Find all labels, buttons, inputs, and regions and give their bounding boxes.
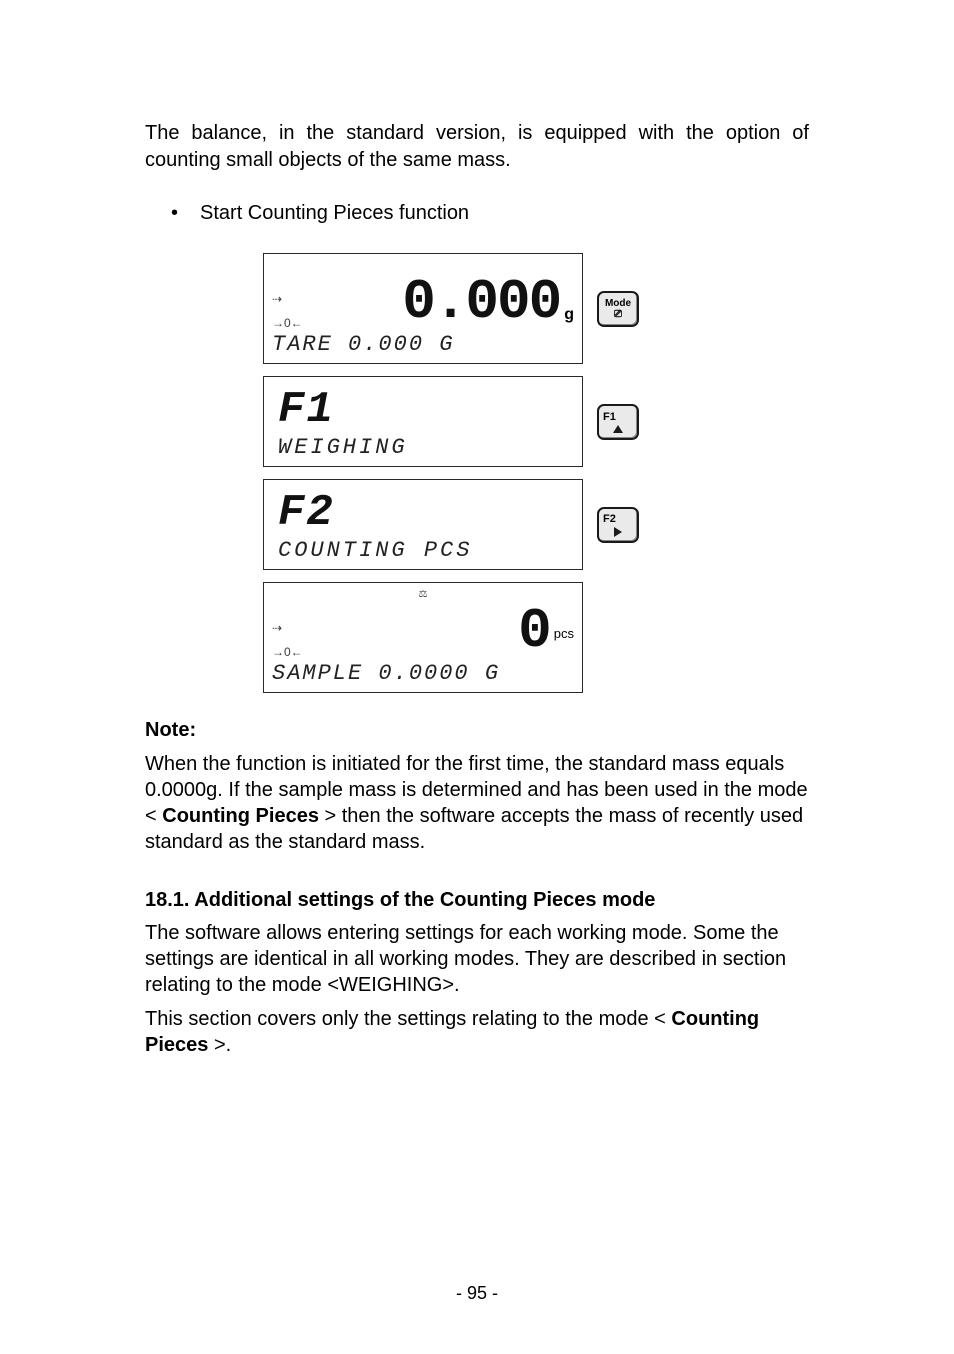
mode-key[interactable]: Mode ⎚ bbox=[597, 291, 639, 327]
page: The balance, in the standard version, is… bbox=[0, 0, 954, 1354]
sw-para-2: This section covers only the settings re… bbox=[145, 1006, 809, 1058]
lcd4-unit: pcs bbox=[554, 626, 574, 641]
sw-2a: This section covers only the settings re… bbox=[145, 1008, 666, 1030]
lcd4-value: 0 bbox=[518, 603, 550, 659]
lcd-panels: ⇢ →0← 0.000 g TARE 0.000 G Mode ⎚ F1 W bbox=[263, 253, 809, 693]
lcd3-mode: F2 bbox=[278, 488, 572, 538]
page-number: - 95 - bbox=[0, 1283, 954, 1304]
lcd1-unit: g bbox=[564, 306, 574, 324]
zero-icon: →0← bbox=[272, 316, 296, 330]
lcd2-label: WEIGHING bbox=[278, 435, 572, 460]
panel-row-2: F1 WEIGHING F1 bbox=[263, 376, 639, 467]
lcd1-left-icons: ⇢ →0← bbox=[272, 292, 296, 330]
intro-paragraph: The balance, in the standard version, is… bbox=[145, 120, 809, 174]
lcd1-value: 0.000 bbox=[402, 274, 560, 330]
note-head: Note: bbox=[145, 717, 809, 743]
sw-para-1: The software allows entering settings fo… bbox=[145, 920, 809, 998]
lcd3-label: COUNTING PCS bbox=[278, 538, 572, 563]
right-arrow-icon bbox=[614, 527, 622, 537]
lcd-3: F2 COUNTING PCS bbox=[263, 479, 583, 570]
bullet-dot: • bbox=[171, 200, 178, 227]
panel-row-1: ⇢ →0← 0.000 g TARE 0.000 G Mode ⎚ bbox=[263, 253, 639, 364]
stable-icon-2: ⇢ bbox=[272, 621, 296, 635]
note-head-bold: Note: bbox=[145, 719, 196, 741]
mode-key-label: Mode bbox=[605, 298, 631, 309]
lcd2-mode: F1 bbox=[278, 385, 572, 435]
stable-icon: ⇢ bbox=[272, 292, 296, 306]
panel-row-4: ⚖ ⇢ →0← 0 pcs SAMPLE 0.0000 G bbox=[263, 582, 583, 693]
bullet-text: Start Counting Pieces function bbox=[200, 200, 469, 227]
lcd-2: F1 WEIGHING bbox=[263, 376, 583, 467]
lcd1-label: TARE 0.000 G bbox=[272, 332, 574, 357]
f1-key-label: F1 bbox=[603, 411, 616, 423]
note-paragraph: When the function is initiated for the f… bbox=[145, 751, 809, 855]
mode-key-icon: ⎚ bbox=[614, 309, 622, 320]
section-heading: 18.1. Additional settings of the Countin… bbox=[145, 889, 809, 912]
lcd4-label: SAMPLE 0.0000 G bbox=[272, 661, 574, 686]
note-bold: Counting Pieces bbox=[162, 805, 319, 827]
f2-key-label: F2 bbox=[603, 513, 616, 525]
zero-icon-2: →0← bbox=[272, 645, 296, 659]
f2-key[interactable]: F2 bbox=[597, 507, 639, 543]
bullet-item: • Start Counting Pieces function bbox=[171, 200, 809, 227]
f1-key[interactable]: F1 bbox=[597, 404, 639, 440]
sw-2b: >. bbox=[214, 1034, 231, 1056]
lcd-4: ⚖ ⇢ →0← 0 pcs SAMPLE 0.0000 G bbox=[263, 582, 583, 693]
lcd-1: ⇢ →0← 0.000 g TARE 0.000 G bbox=[263, 253, 583, 364]
lcd4-left-icons: ⇢ →0← bbox=[272, 621, 296, 659]
up-arrow-icon bbox=[613, 425, 623, 433]
panel-row-3: F2 COUNTING PCS F2 bbox=[263, 479, 639, 570]
